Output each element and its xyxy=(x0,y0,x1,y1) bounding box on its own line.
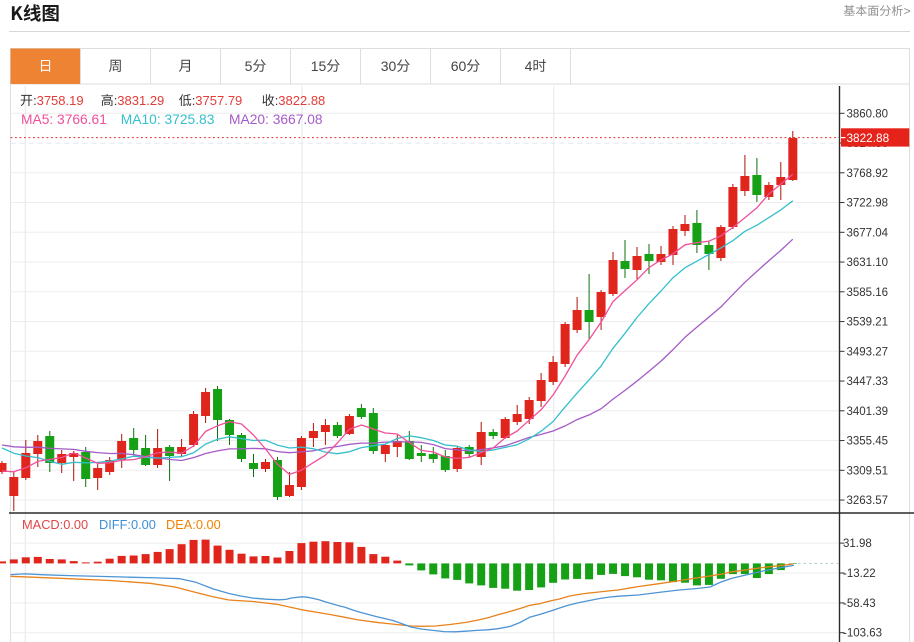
svg-text::: : xyxy=(192,93,196,108)
svg-text:3309.51: 3309.51 xyxy=(847,465,889,477)
svg-text:3758.19: 3758.19 xyxy=(37,93,84,108)
svg-text:3263.57: 3263.57 xyxy=(847,495,889,507)
svg-text:MACD:0.00: MACD:0.00 xyxy=(22,517,88,532)
svg-text:3768.92: 3768.92 xyxy=(847,168,889,180)
svg-text:3757.79: 3757.79 xyxy=(195,93,242,108)
svg-text:3677.04: 3677.04 xyxy=(847,227,889,239)
svg-text:3355.45: 3355.45 xyxy=(847,436,889,448)
svg-text:DIFF:0.00: DIFF:0.00 xyxy=(99,517,156,532)
svg-text:3822.88: 3822.88 xyxy=(278,93,325,108)
svg-text:-103.63: -103.63 xyxy=(843,628,882,640)
svg-text:4: 4 xyxy=(525,58,533,74)
svg-text:DEA:0.00: DEA:0.00 xyxy=(166,517,221,532)
svg-text:3860.80: 3860.80 xyxy=(847,108,889,120)
svg-text:3822.88: 3822.88 xyxy=(847,131,890,145)
svg-text:3401.39: 3401.39 xyxy=(847,406,889,418)
svg-text:30: 30 xyxy=(381,58,397,74)
svg-text:5: 5 xyxy=(245,58,253,74)
svg-text:MA5: 3766.61: MA5: 3766.61 xyxy=(21,112,107,127)
svg-text::: : xyxy=(33,93,37,108)
svg-text:3722.98: 3722.98 xyxy=(847,198,889,210)
svg-text:3539.21: 3539.21 xyxy=(847,317,889,329)
svg-text:3831.29: 3831.29 xyxy=(117,93,164,108)
svg-text::: : xyxy=(275,93,279,108)
svg-text:3585.16: 3585.16 xyxy=(847,287,889,299)
svg-text:MA10: 3725.83: MA10: 3725.83 xyxy=(121,112,215,127)
svg-text:>: > xyxy=(904,4,911,18)
svg-text:31.98: 31.98 xyxy=(843,538,872,550)
svg-text:-13.22: -13.22 xyxy=(843,568,876,580)
svg-text::: : xyxy=(114,93,118,108)
svg-text:15: 15 xyxy=(311,58,327,74)
svg-text:3493.27: 3493.27 xyxy=(847,346,889,358)
svg-text:-58.43: -58.43 xyxy=(843,598,876,610)
svg-text:3631.10: 3631.10 xyxy=(847,257,889,269)
svg-text:60: 60 xyxy=(451,58,467,74)
svg-text:MA20: 3667.08: MA20: 3667.08 xyxy=(229,112,323,127)
svg-text:3447.33: 3447.33 xyxy=(847,376,889,388)
